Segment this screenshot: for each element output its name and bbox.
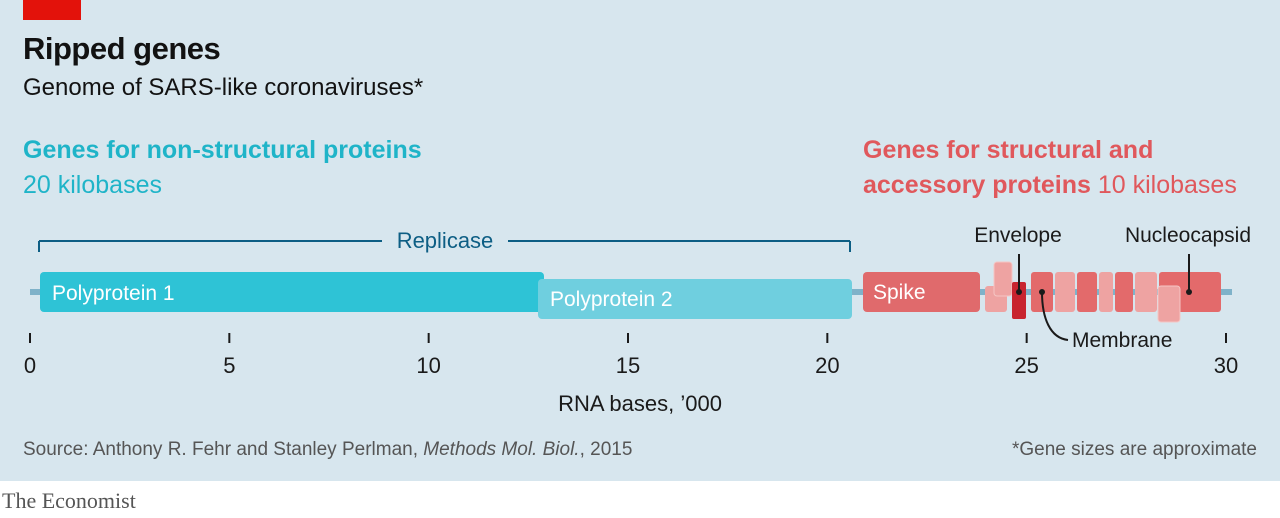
nucleocapsid-pointer-dot bbox=[1186, 289, 1192, 295]
source-note: Source: Anthony R. Fehr and Stanley Perl… bbox=[23, 439, 632, 461]
chart-title: Ripped genes bbox=[23, 31, 221, 66]
accessory-gene-7b bbox=[1099, 272, 1113, 312]
chart-subtitle: Genome of SARS-like coronaviruses* bbox=[23, 74, 424, 101]
nonstructural-title: Genes for non-structural proteins bbox=[23, 136, 422, 164]
source-journal: Methods Mol. Biol. bbox=[423, 439, 580, 460]
x-axis: 0 5 10 15 20 25 30 bbox=[24, 333, 1238, 378]
structural-size: 10 kilobases bbox=[1097, 171, 1237, 199]
structural-group-label: Genes for structural and accessory prote… bbox=[863, 133, 1237, 203]
nucleocapsid-annotation: Nucleocapsid bbox=[1125, 224, 1251, 295]
envelope-annotation-label: Envelope bbox=[974, 224, 1062, 247]
x-axis-label: RNA bases, ’000 bbox=[558, 391, 722, 416]
spike-bar bbox=[863, 272, 980, 312]
envelope-bar bbox=[1012, 282, 1026, 319]
x-tick-label-3: 15 bbox=[616, 353, 640, 378]
structural-title-line2: accessory proteins bbox=[863, 171, 1091, 199]
x-tick-label-5: 25 bbox=[1014, 353, 1038, 378]
x-tick-label-1: 5 bbox=[223, 353, 235, 378]
polyprotein-1-bar bbox=[40, 272, 544, 312]
accessory-gene-3b bbox=[993, 261, 1013, 297]
structural-title-line1: Genes for structural and bbox=[863, 136, 1154, 164]
nucleocapsid-annotation-label: Nucleocapsid bbox=[1125, 224, 1251, 247]
polyprotein-2-bar bbox=[538, 279, 852, 319]
x-tick-label-0: 0 bbox=[24, 353, 36, 378]
source-prefix: Source: Anthony R. Fehr and Stanley Perl… bbox=[23, 439, 424, 460]
polyprotein-2-label: Polyprotein 2 bbox=[550, 288, 673, 311]
spike-label: Spike bbox=[873, 281, 926, 304]
source-suffix: , 2015 bbox=[579, 439, 633, 460]
replicase-label: Replicase bbox=[397, 228, 494, 253]
nonstructural-group-label: Genes for non-structural proteins 20 kil… bbox=[23, 133, 422, 203]
x-tick-label-2: 10 bbox=[416, 353, 440, 378]
envelope-pointer-dot bbox=[1016, 289, 1022, 295]
genome-chart: Replicase Polyprotein 1 Polyprotein 2 Sp… bbox=[24, 224, 1251, 416]
nonstructural-size: 20 kilobases bbox=[23, 171, 162, 199]
footnote: *Gene sizes are approximate bbox=[1011, 439, 1257, 460]
membrane-pointer-dot bbox=[1039, 289, 1045, 295]
accessory-gene-6 bbox=[1055, 272, 1075, 312]
accessory-gene-8a bbox=[1115, 272, 1133, 312]
membrane-pointer bbox=[1041, 291, 1069, 341]
membrane-annotation-label: Membrane bbox=[1072, 329, 1172, 352]
accessory-gene-8b bbox=[1135, 272, 1157, 312]
brand-red-tag bbox=[23, 0, 81, 20]
x-tick-label-6: 30 bbox=[1214, 353, 1238, 378]
membrane-annotation: Membrane bbox=[1039, 289, 1172, 352]
accessory-gene-7a bbox=[1077, 272, 1097, 312]
replicase-bracket: Replicase bbox=[38, 228, 851, 253]
economist-logo: The Economist bbox=[2, 488, 136, 513]
accessory-gene-9b bbox=[1157, 285, 1181, 323]
x-tick-label-4: 20 bbox=[815, 353, 839, 378]
polyprotein-1-label: Polyprotein 1 bbox=[52, 282, 175, 305]
envelope-annotation: Envelope bbox=[974, 224, 1062, 295]
